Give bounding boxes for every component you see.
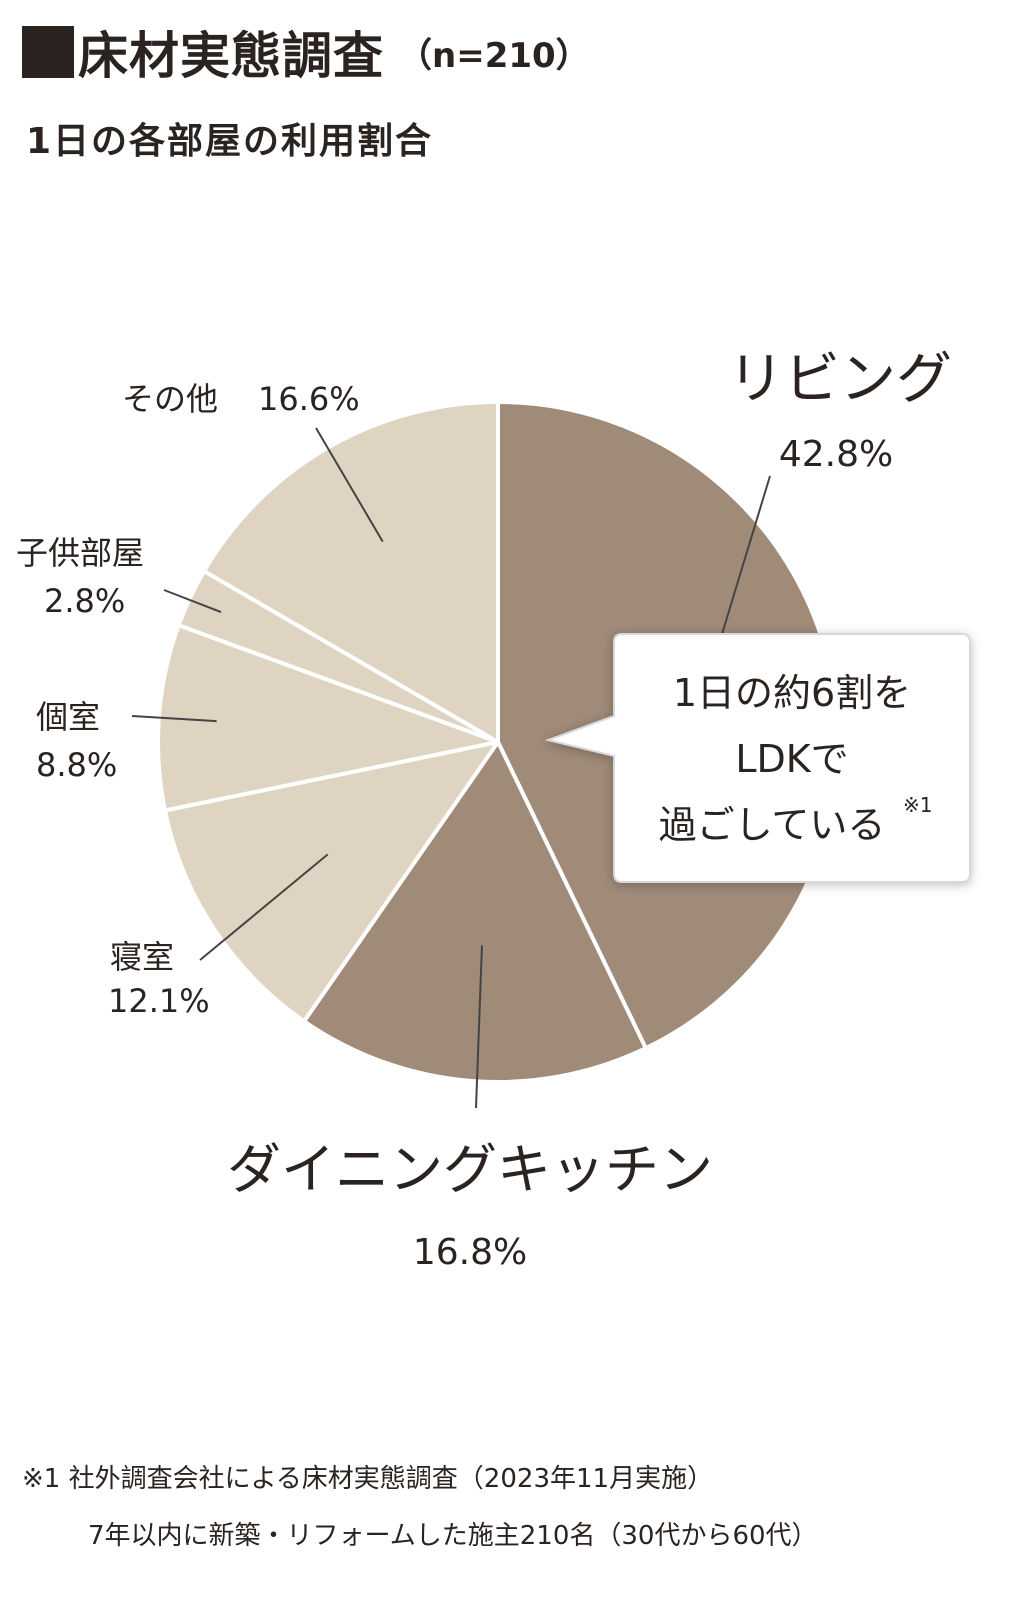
callout-line-2: LDKで — [735, 737, 848, 781]
callout-note-mark: ※1 — [903, 793, 932, 817]
label-kids-room-value: 2.8% — [44, 582, 125, 620]
title-square-marker — [22, 26, 74, 78]
leader-line-dining-kitchen — [475, 945, 483, 1109]
label-dining-kitchen-name: ダイニングキッチン — [227, 1138, 713, 1201]
pie-slice-bedroom — [162, 740, 500, 1024]
pie-chart: リビング 42.8% ダイニングキッチン 16.8% 寝室 12.1% 個室 8… — [16, 347, 971, 1273]
label-kids-room-name: 子供部屋 — [16, 534, 144, 572]
label-private-room-value: 8.8% — [36, 746, 117, 784]
callout-box: 1日の約6割を LDKで 過ごしている ※1 — [544, 633, 971, 883]
slice-label-private-room: 個室 8.8% — [36, 698, 117, 784]
leader-line-private-room — [131, 715, 217, 723]
pie-slices — [156, 400, 841, 1084]
chart-title: 床材実態調査 （n=210） — [22, 22, 590, 85]
slice-label-bedroom: 寝室 12.1% — [108, 938, 210, 1020]
label-living-name: リビング — [728, 347, 952, 412]
footnote-2: 7年以内に新築・リフォームした施主210名（30代から60代） — [88, 1521, 818, 1551]
label-private-room-name: 個室 — [36, 698, 100, 736]
label-other-value: 16.6% — [258, 380, 360, 418]
slice-label-dining-kitchen: ダイニングキッチン 16.8% — [227, 1138, 713, 1273]
callout-line-1: 1日の約6割を — [673, 671, 911, 715]
title-text: 床材実態調査 — [78, 27, 384, 85]
label-dining-kitchen-value: 16.8% — [413, 1232, 527, 1273]
label-other-name: その他 — [122, 380, 218, 418]
leader-line-other — [315, 427, 384, 543]
slice-label-other: その他 16.6% — [122, 380, 360, 418]
callout-bubble — [544, 633, 971, 883]
chart-subtitle: 1日の各部屋の利用割合 — [26, 121, 434, 162]
leader-line-bedroom — [199, 853, 329, 961]
sample-size: （n=210） — [398, 35, 590, 76]
label-bedroom-value: 12.1% — [108, 982, 210, 1020]
label-bedroom-name: 寝室 — [110, 938, 174, 976]
leader-line-kids-room — [163, 589, 222, 613]
footnote-1: ※1 社外調査会社による床材実態調査（2023年11月実施） — [22, 1464, 714, 1494]
callout-line-3: 過ごしている — [659, 803, 886, 847]
slice-label-living: リビング 42.8% — [728, 347, 952, 475]
label-living-value: 42.8% — [779, 434, 893, 475]
pie-slice-dining-kitchen — [302, 740, 648, 1084]
slice-label-kids-room: 子供部屋 2.8% — [16, 534, 144, 620]
